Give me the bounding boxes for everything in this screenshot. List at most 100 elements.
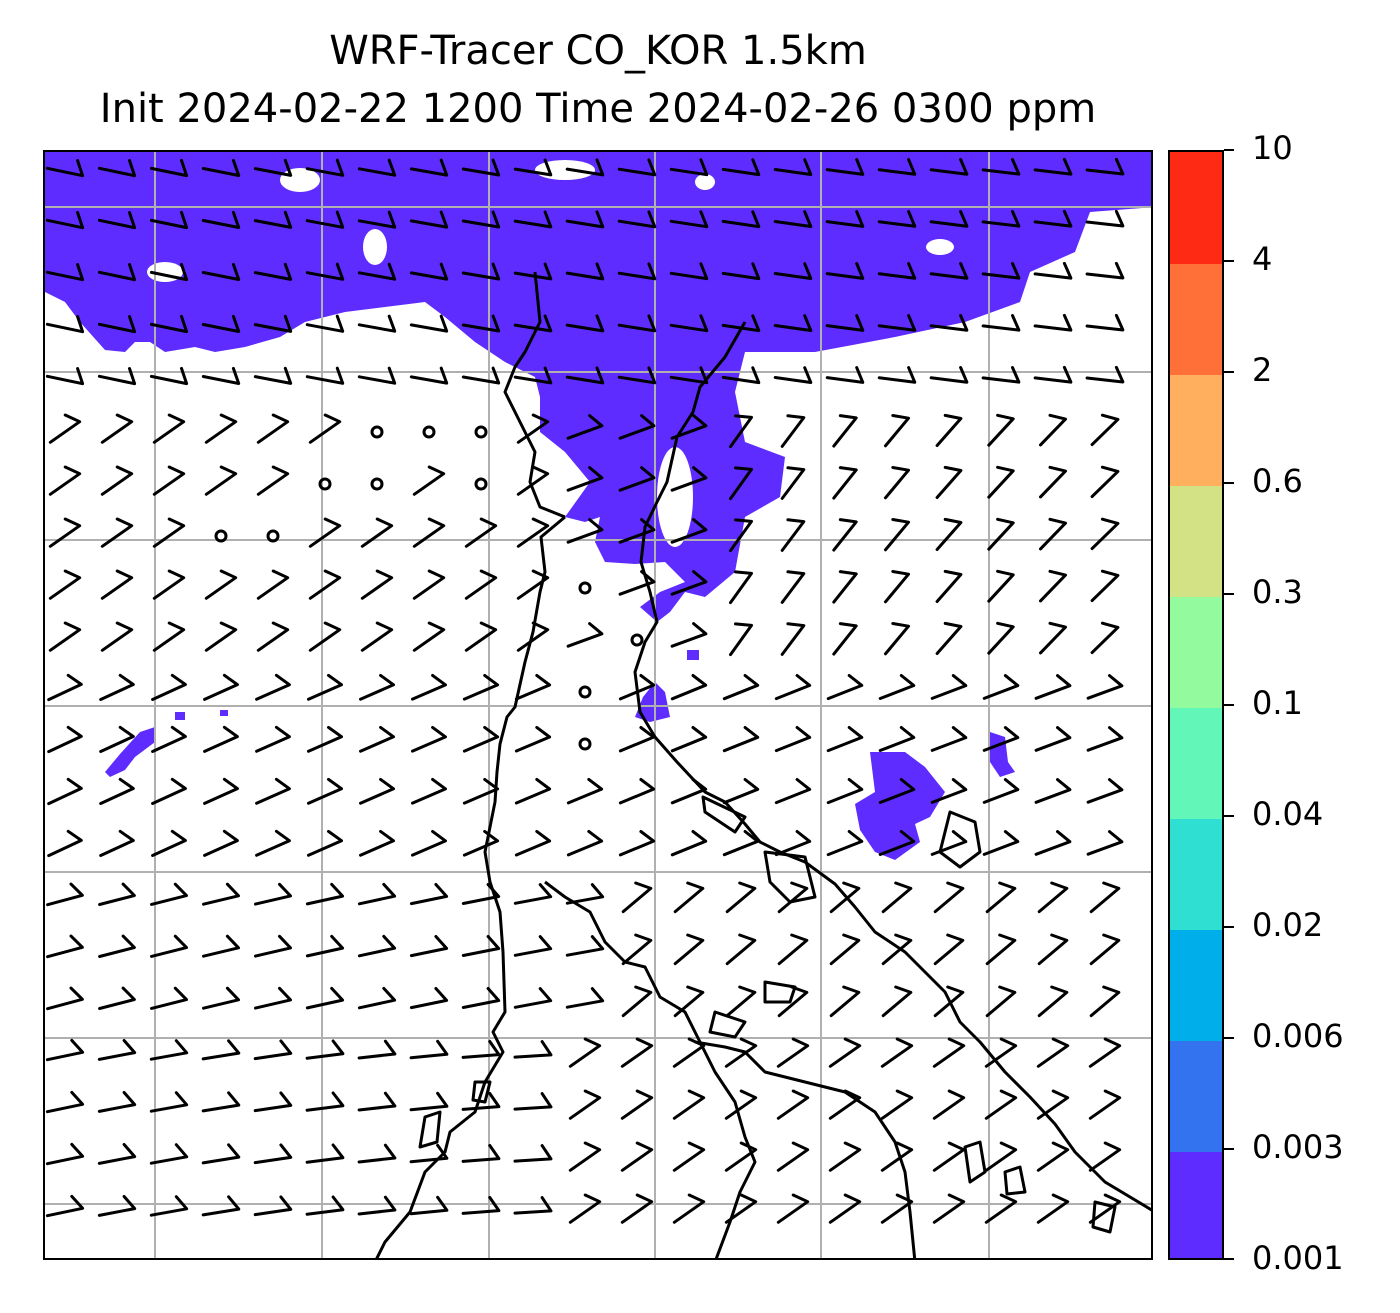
wind-barb: [254, 882, 292, 906]
colorbar-tick-mark: [1224, 926, 1234, 928]
wind-barb: [149, 158, 189, 178]
wind-barb: [513, 210, 553, 229]
wind-barb: [670, 778, 708, 805]
wind-barb: [826, 674, 864, 701]
wind-barb: [305, 1091, 345, 1112]
wind-barb: [981, 366, 1021, 384]
wind-barb: [1034, 830, 1072, 856]
tracer-patch-coast: [635, 682, 670, 722]
wind-barb: [45, 367, 85, 386]
colorbar-tick-mark: [1224, 1037, 1234, 1039]
wind-barb: [981, 314, 1021, 332]
tracer-gap: [363, 229, 387, 265]
wind-barb: [513, 366, 553, 385]
wind-barb: [308, 413, 342, 444]
colorbar-tick-label: 0.001: [1252, 1239, 1344, 1277]
wind-barb: [1085, 313, 1125, 332]
wind-barb: [884, 466, 910, 500]
wind-barb: [621, 881, 653, 914]
wind-barb: [987, 569, 1015, 603]
wind-barb: [357, 1143, 397, 1164]
colorbar-tick-label: 0.04: [1252, 795, 1324, 833]
wind-barb: [151, 725, 187, 753]
wind-barb: [99, 725, 135, 753]
wind-barb: [308, 621, 342, 652]
wind-barb: [253, 1143, 293, 1165]
colorbar-tick-mark: [1224, 482, 1234, 484]
wind-barb: [461, 314, 501, 333]
wind-barb: [357, 262, 397, 281]
wind-barb: [253, 1039, 293, 1061]
wind-barb: [462, 829, 500, 857]
wind-barb: [825, 366, 865, 384]
wind-barb: [672, 1037, 706, 1068]
wind-barb: [360, 517, 394, 548]
wind-barb: [47, 829, 83, 858]
wind-barb: [47, 777, 83, 806]
wind-barb: [935, 621, 963, 655]
wind-barb: [1089, 933, 1121, 966]
wind-barb: [566, 622, 604, 648]
wind-barb: [149, 1039, 189, 1061]
wind-barb: [1036, 1141, 1070, 1172]
wind-barb: [464, 569, 498, 600]
wind-barb: [982, 674, 1020, 700]
colorbar-segment: [1170, 1151, 1222, 1258]
wind-barb: [670, 518, 708, 544]
wind-barb: [412, 465, 446, 496]
wind-barb: [877, 158, 917, 176]
wind-barb: [513, 987, 553, 1009]
wind-barb: [305, 366, 345, 385]
wind-barb: [568, 1037, 602, 1068]
wind-barb: [721, 366, 761, 385]
wind-barb: [307, 829, 343, 857]
wind-barb: [568, 1089, 602, 1120]
wind-barb: [45, 263, 85, 282]
wind-barb: [411, 829, 447, 857]
wind-barb: [1090, 517, 1120, 551]
wind-barb: [884, 622, 910, 656]
wind-barb: [670, 414, 708, 440]
wind-barb: [462, 777, 500, 805]
wind-barb: [565, 366, 605, 385]
wind-barb: [409, 366, 449, 385]
colorbar-tick-label: 0.1: [1252, 684, 1303, 722]
wind-barb: [151, 673, 187, 701]
wind-barb: [1086, 830, 1124, 856]
wind-barb: [774, 830, 812, 857]
wind-barb: [513, 314, 553, 333]
wind-barb: [516, 465, 550, 496]
wind-barbs-layer: [45, 157, 1125, 1224]
wind-barb: [721, 314, 761, 333]
wind-barb: [878, 726, 916, 752]
colorbar-tick-label: 10: [1252, 129, 1293, 167]
colorbar-tick-label: 0.003: [1252, 1128, 1344, 1166]
wind-barb: [412, 569, 446, 600]
wind-barb: [776, 1037, 810, 1068]
wind-barb: [359, 725, 395, 753]
wind-barb: [566, 518, 604, 544]
wind-barb: [150, 986, 188, 1010]
coastline-island: [708, 1010, 747, 1039]
wind-barb: [256, 621, 290, 652]
colorbar-segment: [1170, 707, 1222, 819]
tracer-gap: [695, 174, 715, 190]
wind-barb: [255, 777, 291, 805]
colorbar-tick-label: 0.6: [1252, 462, 1303, 500]
wind-barb: [409, 262, 449, 281]
wind-barb: [825, 262, 865, 280]
wind-barb: [305, 1039, 345, 1060]
wind-barb: [987, 413, 1015, 447]
wind-barb: [98, 986, 136, 1010]
wind-barb: [152, 621, 186, 652]
wind-barb: [982, 830, 1020, 856]
wind-barb: [987, 465, 1015, 499]
wind-barb: [933, 933, 965, 966]
wind-barb: [1033, 157, 1073, 176]
calm-wind-marker: [474, 477, 488, 491]
wind-barb: [825, 314, 865, 332]
colorbar-tick-mark: [1224, 149, 1234, 151]
wind-barb: [880, 1037, 914, 1068]
coastline-gulf: [544, 880, 757, 1258]
wind-barb: [409, 314, 449, 333]
